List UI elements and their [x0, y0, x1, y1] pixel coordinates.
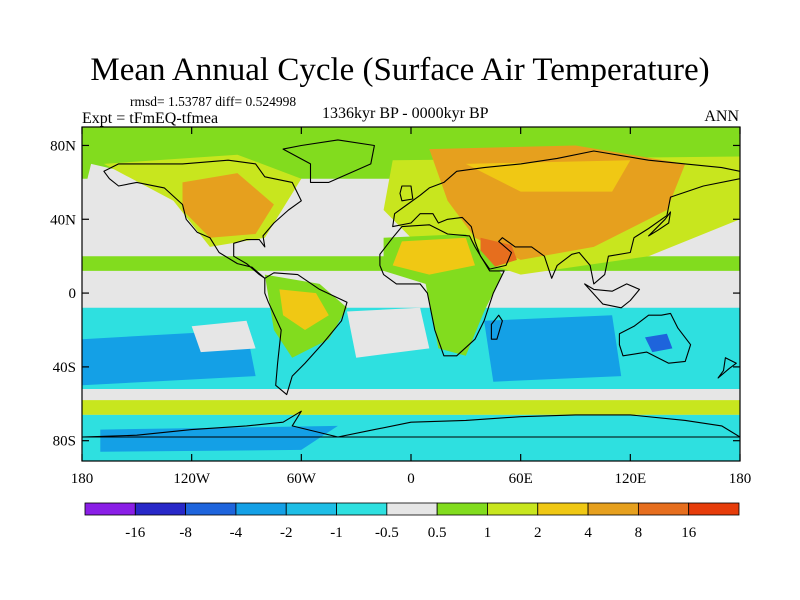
colorbar-label: -8	[179, 525, 192, 541]
south-pacific-white	[191, 320, 256, 353]
coast-australia	[618, 312, 692, 364]
colorbar-label: -0.5	[375, 525, 399, 541]
coast-north-america	[103, 159, 302, 279]
lon-tick-label: 60E	[509, 471, 533, 487]
season-label: ANN	[704, 108, 739, 125]
coast-eurasia	[392, 150, 740, 285]
lat-tick-label: 80N	[50, 138, 76, 154]
coast-greenland	[282, 139, 375, 183]
colorbar-label: -1	[330, 525, 343, 541]
colorbar-swatch	[235, 502, 287, 516]
coast-africa	[379, 224, 505, 357]
lon-tick-label: 60W	[287, 471, 317, 487]
lat-tick-label: 0	[69, 286, 77, 302]
coast-indonesia	[584, 283, 641, 309]
coast-uk	[399, 185, 414, 202]
africa-yellow	[392, 237, 475, 275]
colorbar: -16 -8 -4 -2 -1 -0.5 0.5 1 2 4 8 16	[84, 502, 740, 541]
colorbar-label: 4	[584, 525, 592, 541]
colorbar-swatch	[336, 502, 388, 516]
colorbar-label: -2	[280, 525, 293, 541]
lon-tick-label: 180	[71, 471, 94, 487]
colorbar-swatch	[487, 502, 539, 516]
coast-new-zealand	[717, 357, 737, 379]
colorbar-swatch	[386, 502, 438, 516]
south-america-yellow	[279, 289, 329, 330]
plot-title: Mean Annual Cycle (Surface Air Temperatu…	[90, 52, 710, 88]
southern-white-band	[82, 389, 740, 401]
colorbar-label: -4	[230, 525, 243, 541]
southern-yellowgreen-band	[82, 400, 740, 415]
south-atlantic-white	[347, 307, 430, 358]
coast-south-america	[264, 272, 348, 396]
colorbar-label: 1	[484, 525, 492, 541]
period-label: 1336kyr BP - 0000kyr BP	[322, 105, 489, 122]
colorbar-swatch	[185, 502, 237, 516]
experiment-label: Expt = tFmEQ-tfmea	[82, 110, 219, 127]
antarctic-blue-west	[100, 425, 338, 452]
coast-japan	[648, 211, 672, 237]
coast-antarctica	[82, 410, 740, 438]
colorbar-label: 0.5	[428, 525, 447, 541]
colorbar-swatch	[688, 502, 740, 516]
colorbar-swatch	[134, 502, 187, 516]
lon-tick-label: 120W	[173, 471, 211, 487]
temperature-field	[82, 127, 740, 461]
colorbar-swatch	[637, 502, 690, 516]
colorbar-swatch	[587, 502, 639, 516]
north-asia-yellow	[465, 160, 631, 192]
colorbar-swatch	[537, 502, 589, 516]
lat-tick-label: 40S	[53, 360, 76, 376]
lat-tick-label: 80S	[53, 434, 76, 450]
map-axes: 80N 40N 0 40S 80S 180 120W 60W 0 60E 120E 180	[50, 127, 751, 487]
coastlines	[82, 139, 740, 438]
australia-blue-deep	[645, 333, 673, 353]
colorbar-swatch	[285, 502, 337, 516]
lat-tick-label: 40N	[50, 212, 76, 228]
colorbar-label: -16	[125, 525, 145, 541]
colorbar-swatch	[84, 502, 136, 516]
lon-tick-label: 0	[407, 471, 415, 487]
lon-tick-label: 180	[729, 471, 752, 487]
colorbar-swatch	[436, 502, 488, 516]
colorbar-label: 16	[681, 525, 697, 541]
indian-ocean-blue	[484, 315, 622, 382]
colorbar-label: 8	[635, 525, 643, 541]
colorbar-label: 2	[534, 525, 542, 541]
stats-line: rmsd= 1.53787 diff= 0.524998	[130, 94, 297, 109]
coast-madagascar	[490, 314, 503, 340]
north-america-orange	[182, 173, 274, 238]
lon-tick-label: 120E	[614, 471, 646, 487]
